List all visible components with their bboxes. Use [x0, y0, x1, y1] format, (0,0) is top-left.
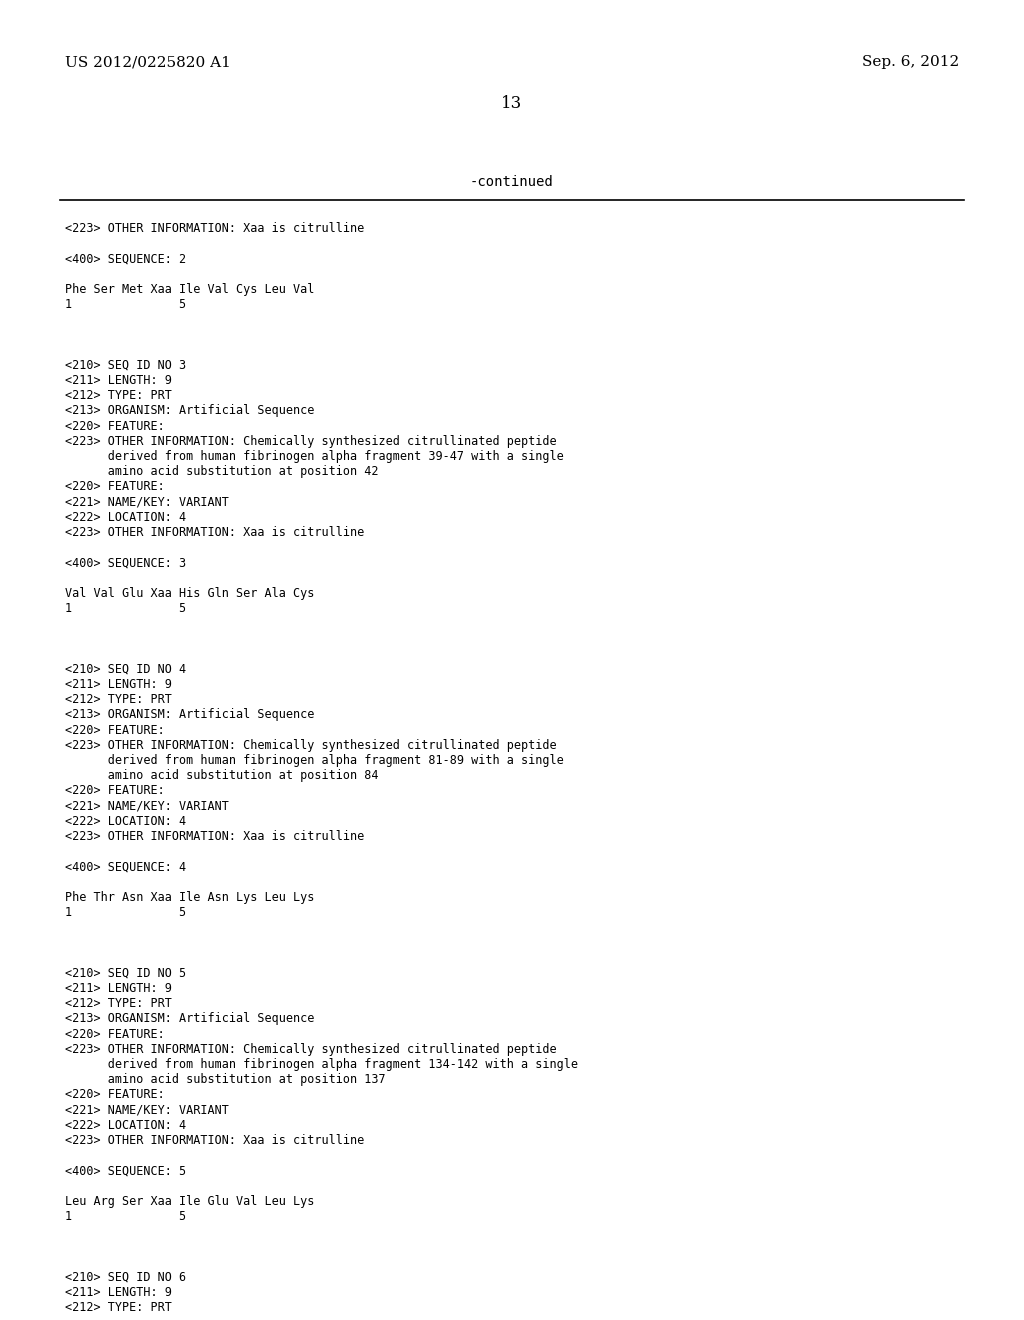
Text: <220> FEATURE:: <220> FEATURE:	[65, 723, 165, 737]
Text: <223> OTHER INFORMATION: Chemically synthesized citrullinated peptide: <223> OTHER INFORMATION: Chemically synt…	[65, 739, 557, 752]
Text: US 2012/0225820 A1: US 2012/0225820 A1	[65, 55, 230, 69]
Text: Leu Arg Ser Xaa Ile Glu Val Leu Lys: Leu Arg Ser Xaa Ile Glu Val Leu Lys	[65, 1195, 314, 1208]
Text: <400> SEQUENCE: 4: <400> SEQUENCE: 4	[65, 861, 186, 874]
Text: <212> TYPE: PRT: <212> TYPE: PRT	[65, 389, 172, 403]
Text: <220> FEATURE:: <220> FEATURE:	[65, 480, 165, 494]
Text: derived from human fibrinogen alpha fragment 39-47 with a single: derived from human fibrinogen alpha frag…	[65, 450, 564, 463]
Text: Val Val Glu Xaa His Gln Ser Ala Cys: Val Val Glu Xaa His Gln Ser Ala Cys	[65, 587, 314, 599]
Text: <211> LENGTH: 9: <211> LENGTH: 9	[65, 982, 172, 995]
Text: <220> FEATURE:: <220> FEATURE:	[65, 784, 165, 797]
Text: <210> SEQ ID NO 4: <210> SEQ ID NO 4	[65, 663, 186, 676]
Text: <210> SEQ ID NO 3: <210> SEQ ID NO 3	[65, 359, 186, 372]
Text: <222> LOCATION: 4: <222> LOCATION: 4	[65, 1119, 186, 1131]
Text: <212> TYPE: PRT: <212> TYPE: PRT	[65, 997, 172, 1010]
Text: <212> TYPE: PRT: <212> TYPE: PRT	[65, 693, 172, 706]
Text: <211> LENGTH: 9: <211> LENGTH: 9	[65, 374, 172, 387]
Text: derived from human fibrinogen alpha fragment 81-89 with a single: derived from human fibrinogen alpha frag…	[65, 754, 564, 767]
Text: <223> OTHER INFORMATION: Chemically synthesized citrullinated peptide: <223> OTHER INFORMATION: Chemically synt…	[65, 1043, 557, 1056]
Text: <213> ORGANISM: Artificial Sequence: <213> ORGANISM: Artificial Sequence	[65, 709, 314, 722]
Text: <221> NAME/KEY: VARIANT: <221> NAME/KEY: VARIANT	[65, 1104, 229, 1117]
Text: amino acid substitution at position 84: amino acid substitution at position 84	[65, 770, 379, 783]
Text: derived from human fibrinogen alpha fragment 134-142 with a single: derived from human fibrinogen alpha frag…	[65, 1059, 578, 1071]
Text: Phe Thr Asn Xaa Ile Asn Lys Leu Lys: Phe Thr Asn Xaa Ile Asn Lys Leu Lys	[65, 891, 314, 904]
Text: <213> ORGANISM: Artificial Sequence: <213> ORGANISM: Artificial Sequence	[65, 1012, 314, 1026]
Text: <211> LENGTH: 9: <211> LENGTH: 9	[65, 1286, 172, 1299]
Text: <221> NAME/KEY: VARIANT: <221> NAME/KEY: VARIANT	[65, 800, 229, 813]
Text: amino acid substitution at position 137: amino acid substitution at position 137	[65, 1073, 386, 1086]
Text: <223> OTHER INFORMATION: Xaa is citrulline: <223> OTHER INFORMATION: Xaa is citrulli…	[65, 525, 365, 539]
Text: <223> OTHER INFORMATION: Xaa is citrulline: <223> OTHER INFORMATION: Xaa is citrulli…	[65, 222, 365, 235]
Text: <223> OTHER INFORMATION: Xaa is citrulline: <223> OTHER INFORMATION: Xaa is citrulli…	[65, 830, 365, 843]
Text: <221> NAME/KEY: VARIANT: <221> NAME/KEY: VARIANT	[65, 495, 229, 508]
Text: -continued: -continued	[470, 176, 554, 189]
Text: 13: 13	[502, 95, 522, 112]
Text: <211> LENGTH: 9: <211> LENGTH: 9	[65, 678, 172, 690]
Text: <210> SEQ ID NO 5: <210> SEQ ID NO 5	[65, 966, 186, 979]
Text: <212> TYPE: PRT: <212> TYPE: PRT	[65, 1302, 172, 1315]
Text: 1               5: 1 5	[65, 1210, 186, 1224]
Text: <222> LOCATION: 4: <222> LOCATION: 4	[65, 511, 186, 524]
Text: <400> SEQUENCE: 5: <400> SEQUENCE: 5	[65, 1164, 186, 1177]
Text: <210> SEQ ID NO 6: <210> SEQ ID NO 6	[65, 1271, 186, 1284]
Text: Phe Ser Met Xaa Ile Val Cys Leu Val: Phe Ser Met Xaa Ile Val Cys Leu Val	[65, 282, 314, 296]
Text: <222> LOCATION: 4: <222> LOCATION: 4	[65, 814, 186, 828]
Text: <223> OTHER INFORMATION: Xaa is citrulline: <223> OTHER INFORMATION: Xaa is citrulli…	[65, 1134, 365, 1147]
Text: 1               5: 1 5	[65, 602, 186, 615]
Text: 1               5: 1 5	[65, 298, 186, 312]
Text: <223> OTHER INFORMATION: Chemically synthesized citrullinated peptide: <223> OTHER INFORMATION: Chemically synt…	[65, 434, 557, 447]
Text: <400> SEQUENCE: 2: <400> SEQUENCE: 2	[65, 252, 186, 265]
Text: Sep. 6, 2012: Sep. 6, 2012	[862, 55, 959, 69]
Text: <400> SEQUENCE: 3: <400> SEQUENCE: 3	[65, 557, 186, 569]
Text: <220> FEATURE:: <220> FEATURE:	[65, 1089, 165, 1101]
Text: 1               5: 1 5	[65, 906, 186, 919]
Text: <213> ORGANISM: Artificial Sequence: <213> ORGANISM: Artificial Sequence	[65, 404, 314, 417]
Text: amino acid substitution at position 42: amino acid substitution at position 42	[65, 465, 379, 478]
Text: <220> FEATURE:: <220> FEATURE:	[65, 420, 165, 433]
Text: <220> FEATURE:: <220> FEATURE:	[65, 1027, 165, 1040]
